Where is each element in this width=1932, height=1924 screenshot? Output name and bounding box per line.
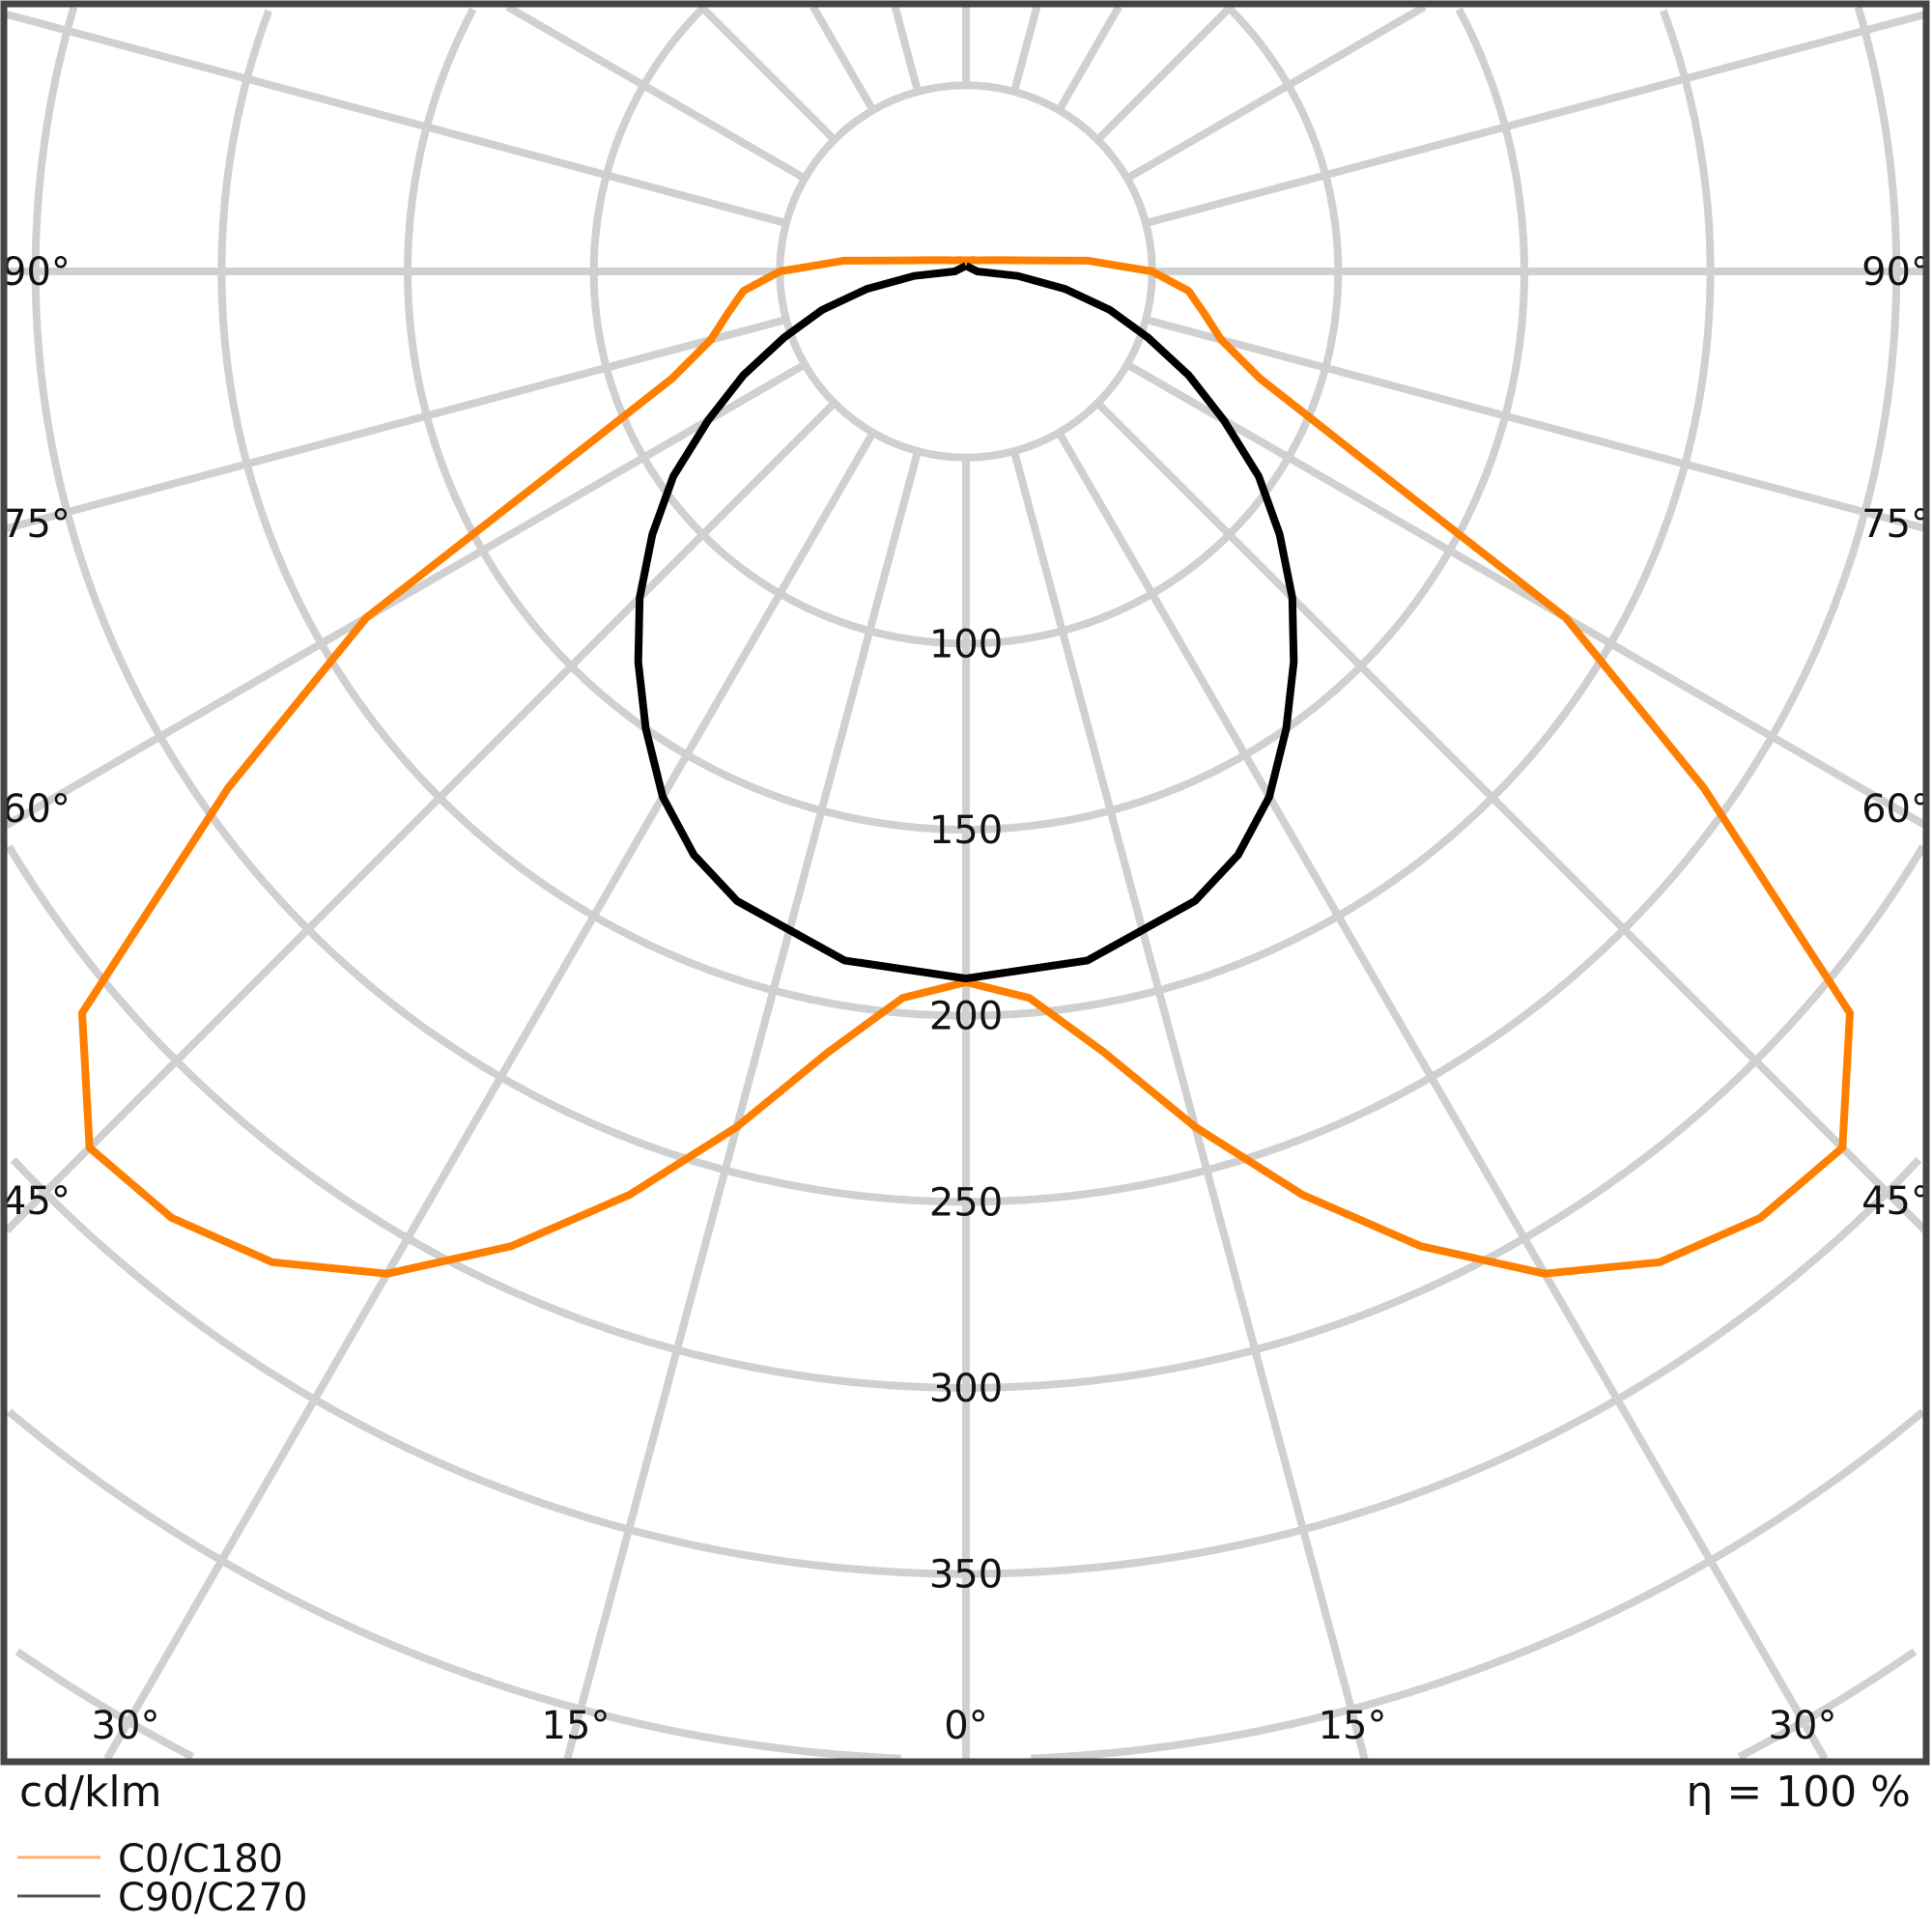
grid-spoke-240 xyxy=(505,3,808,183)
angle-label-bottom: 30° xyxy=(92,1704,160,1748)
angle-label-bottom: 15° xyxy=(1319,1704,1387,1748)
angle-label-bottom: 30° xyxy=(1769,1704,1837,1748)
radial-tick-label: 200 xyxy=(929,995,1003,1039)
unit-label: cd/klm xyxy=(19,1768,162,1817)
grid-spoke-105 xyxy=(1145,11,1927,228)
angle-label-right: 75° xyxy=(1861,502,1930,547)
grid-ring-50 xyxy=(776,81,1156,462)
grid-spoke-120 xyxy=(1124,3,1427,183)
efficiency-label: η = 100 % xyxy=(1686,1768,1911,1817)
angle-label-left: 75° xyxy=(2,502,71,547)
radial-tick-label: 100 xyxy=(929,622,1003,666)
angle-label-left: 90° xyxy=(2,250,71,295)
radial-tick-label: 250 xyxy=(929,1180,1003,1225)
grid-ring-400 xyxy=(6,1408,1926,1763)
grid-spoke-30 xyxy=(1055,430,1829,1762)
radial-tick-label: 300 xyxy=(929,1367,1003,1411)
radial-tick-labels: 100 150 200 250 300 350 xyxy=(929,622,1003,1597)
grid-spoke-330 xyxy=(103,430,877,1761)
curves xyxy=(78,256,1854,1278)
grid-spoke-345 xyxy=(563,450,923,1761)
grid-spoke-315 xyxy=(4,400,838,1233)
angle-label-bottom: 15° xyxy=(542,1704,611,1748)
grid-ring-350 xyxy=(10,1156,1922,1578)
angle-label-right: 60° xyxy=(1861,787,1930,832)
grid-spoke-285 xyxy=(5,315,787,532)
angle-label-left: 45° xyxy=(2,1179,71,1224)
grid-spoke-165 xyxy=(1009,5,1041,93)
curve-c90-c270 xyxy=(634,262,1298,983)
grid-ring-300 xyxy=(5,844,1927,1392)
angle-label-right: 90° xyxy=(1861,250,1930,295)
grid-spoke-300 xyxy=(4,360,808,829)
angle-label-left: 60° xyxy=(2,787,71,832)
grid-spoke-225 xyxy=(698,4,838,143)
radial-tick-label: 350 xyxy=(929,1553,1003,1598)
plot-frame xyxy=(0,0,1930,1766)
grid-spoke-195 xyxy=(891,5,923,93)
grid-spoke-60 xyxy=(1124,360,1928,829)
polar-grid xyxy=(4,3,1928,1763)
angle-label-right: 45° xyxy=(1861,1179,1930,1224)
legend-label-c0: C0/C180 xyxy=(118,1837,283,1882)
angle-labels: 90° 75° 60° 45° 90° 75° 60° 45° 30° 15° 0° 15° 30° xyxy=(2,250,1930,1748)
grid-ring-200 xyxy=(217,9,1715,1020)
grid-spoke-75 xyxy=(1145,315,1927,532)
grid-spoke-45 xyxy=(1094,400,1928,1233)
grid-spoke-150 xyxy=(1055,4,1122,113)
grid-spoke-15 xyxy=(1009,450,1369,1761)
grid-spoke-210 xyxy=(810,5,877,113)
legend: C0/C180 C90/C270 xyxy=(17,1837,308,1920)
grid-ring-450 xyxy=(14,1648,1918,1761)
grid-ring-150 xyxy=(403,7,1529,834)
grid-spoke-255 xyxy=(5,11,787,228)
legend-label-c90: C90/C270 xyxy=(118,1876,308,1920)
radial-tick-label: 150 xyxy=(929,808,1003,853)
angle-label-bottom: 0° xyxy=(944,1704,987,1748)
grid-spoke-135 xyxy=(1094,4,1234,143)
